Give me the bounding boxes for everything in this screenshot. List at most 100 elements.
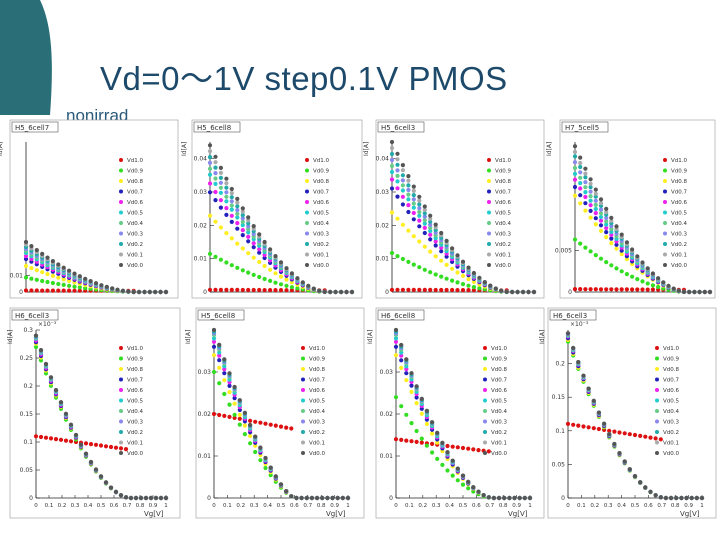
legend-entry: Vd0.2 [491,430,507,436]
data-point [246,234,251,239]
legend-entry: Vd0.6 [491,388,508,394]
data-point [588,194,593,199]
legend-marker [483,367,487,371]
data-point [240,287,245,293]
data-point [227,390,232,395]
data-point [211,344,217,349]
data-point [697,289,702,295]
data-point [278,424,284,429]
y-exponent-label: ×10⁻³ [570,321,589,328]
data-point [604,225,609,231]
data-point [389,139,395,145]
data-point [115,287,120,292]
data-point [650,271,656,276]
legend-marker [305,179,309,183]
data-point [67,288,72,293]
y-tick-label: 0 [207,495,211,502]
data-point [614,287,619,292]
y-tick-label: 0.2 [555,361,565,368]
series-Vd0.0 [211,327,351,501]
legend-entry: Vd0.5 [309,399,326,405]
data-point [428,249,433,254]
data-point [400,202,405,207]
data-point [572,237,578,242]
legend-marker [119,419,123,424]
data-point [278,482,284,487]
x-tick-label: 0 [394,503,398,509]
data-point [399,365,404,370]
data-point [29,244,34,249]
data-point [422,218,427,223]
x-axis-label: Vg[V] [680,510,700,518]
data-point [417,218,422,223]
data-point [158,495,164,501]
data-point [471,279,476,284]
legend-entry: Vd0.9 [127,169,144,175]
data-point [240,228,245,233]
data-point [471,447,476,452]
data-point [433,287,438,293]
y-tick-label: 0 [19,289,23,296]
data-point [207,251,213,256]
data-point [400,256,405,262]
data-point [389,169,395,175]
data-point [424,421,429,427]
data-point [428,270,433,275]
data-point [588,208,593,213]
data-point [674,495,679,501]
data-point [393,339,399,344]
data-point [656,276,661,281]
data-point [406,203,411,208]
data-point [229,199,234,204]
data-point [399,350,404,355]
data-point [444,262,449,267]
data-point [284,425,289,430]
data-point [406,228,411,233]
data-point [240,268,245,273]
legend-marker [119,430,123,434]
data-point [526,289,531,295]
data-point [268,422,273,427]
data-point [295,276,300,281]
y-axis-label: Id[A] [185,330,192,344]
data-point [217,350,222,355]
data-point [284,283,289,288]
data-point [118,493,124,498]
legend-entry: Vd0.3 [495,232,512,238]
data-point [515,289,520,295]
legend-marker [119,189,123,194]
data-point [604,235,609,240]
data-point [598,214,604,220]
legend-entry: Vd0.8 [491,367,508,373]
data-point [411,234,416,239]
data-point [289,494,294,499]
y-tick-label: 0.02 [194,222,208,229]
data-point [23,253,29,259]
data-point [237,416,242,421]
data-point [409,421,414,426]
legend-entry: Vd1.0 [495,158,512,164]
data-point [263,421,268,426]
series-Vd0.0 [565,331,705,501]
x-tick-label: 0.8 [499,503,508,509]
data-point [422,211,427,216]
x-tick-label: 0.7 [657,503,666,509]
data-point [246,221,251,226]
data-point [632,474,638,479]
data-point [262,263,267,269]
data-point [417,198,422,203]
data-point [417,194,422,199]
data-point [113,445,119,450]
data-point [596,410,602,415]
data-point [653,493,658,498]
data-point [609,236,614,241]
data-point [229,236,234,241]
data-point [406,183,411,188]
data-point [583,245,588,250]
data-point [455,270,460,275]
data-point [240,209,245,214]
data-point [433,239,438,244]
legend-entry: Vd0.6 [313,200,330,206]
x-tick-label: 0.7 [123,503,132,509]
data-point [583,180,588,185]
